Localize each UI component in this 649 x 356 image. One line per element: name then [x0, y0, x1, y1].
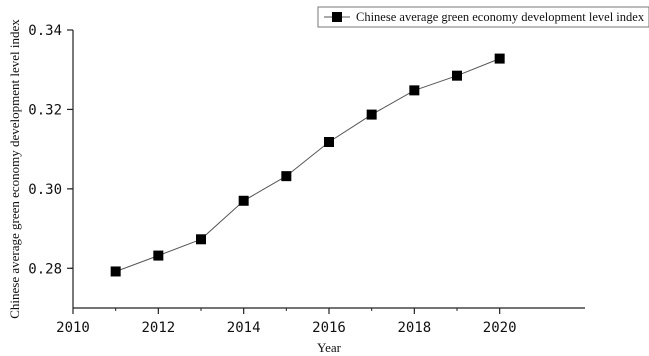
- legend: Chinese average green economy developmen…: [317, 6, 649, 28]
- x-tick-label: 2010: [56, 320, 90, 336]
- data-point-marker: [366, 109, 377, 120]
- data-point-marker: [238, 195, 249, 206]
- series-lines: [115, 58, 500, 272]
- data-point-marker: [196, 234, 206, 245]
- x-tick-label: 2014: [227, 320, 261, 336]
- plot-area: 2010 2012 2014 2016 2018 2020 0.28 0.30 0.32 0.3…: [28, 23, 585, 336]
- data-point-marker: [153, 250, 164, 261]
- data-point-marker: [324, 136, 334, 147]
- x-ticks: 2010 2012 2014 2016 2018 2020: [56, 308, 517, 336]
- y-tick-label: 0.34: [28, 23, 62, 39]
- data-point-marker: [409, 85, 420, 96]
- x-tick-label: 2018: [397, 320, 431, 336]
- legend-marker-sample: [332, 12, 342, 22]
- series-line: [115, 58, 500, 272]
- data-point-marker: [494, 53, 505, 64]
- x-tick-label: 2012: [141, 320, 175, 336]
- y-tick-label: 0.30: [28, 182, 62, 198]
- data-point-marker: [110, 266, 121, 277]
- data-point-marker: [452, 70, 462, 81]
- series-markers: [110, 53, 505, 277]
- legend-label: Chinese average green economy developmen…: [356, 10, 645, 24]
- y-tick-label: 0.32: [28, 102, 62, 118]
- data-point-marker: [281, 171, 292, 182]
- x-axis-title: Year: [317, 340, 342, 355]
- y-axis-title: Chinese average green economy developmen…: [7, 19, 22, 319]
- y-ticks: 0.28 0.30 0.32 0.34: [28, 23, 73, 277]
- legend-box: [317, 6, 649, 28]
- x-tick-label: 2016: [312, 320, 346, 336]
- y-tick-label: 0.28: [28, 261, 62, 277]
- x-tick-label: 2020: [483, 320, 517, 336]
